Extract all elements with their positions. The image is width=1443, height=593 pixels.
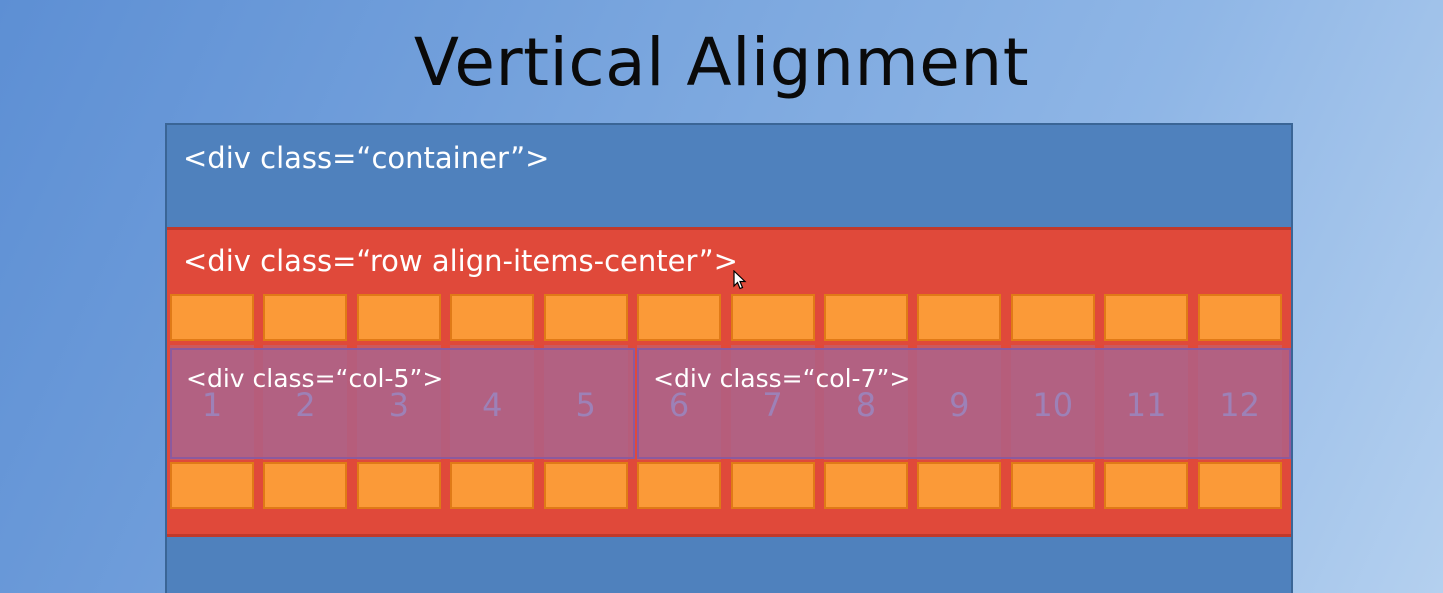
container-box: <div class=“container”> <div class=“row …	[165, 123, 1293, 593]
slide-title: Vertical Alignment	[413, 24, 1030, 101]
grid-cell-bottom	[1104, 462, 1189, 509]
grid-cell-bottom	[1197, 462, 1282, 509]
grid-cell-top	[1010, 294, 1095, 341]
grid-cell-top	[356, 294, 441, 341]
grid-cell-bottom	[263, 462, 348, 509]
row-label: <div class=“row align-items-center”>	[183, 244, 738, 278]
container-label: <div class=“container”>	[183, 141, 550, 175]
grid-cell-top	[1197, 294, 1282, 341]
grid-cell-top	[1104, 294, 1189, 341]
grid-cell-bottom	[450, 462, 535, 509]
col-box-2: <div class=“col-7”>	[637, 348, 1291, 459]
grid-cell-top	[543, 294, 628, 341]
grid-cell-bottom	[1010, 462, 1095, 509]
col-label: <div class=“col-7”>	[653, 364, 911, 393]
grid-cell-top	[450, 294, 535, 341]
grid-cell-bottom	[170, 462, 254, 509]
grid-cell-top	[917, 294, 1002, 341]
row-box: <div class=“row align-items-center”> <di…	[167, 227, 1291, 537]
grid-cell-top	[637, 294, 722, 341]
grid-cell-bottom	[543, 462, 628, 509]
grid-cell-bottom	[917, 462, 1002, 509]
grid-cell-top	[730, 294, 815, 341]
col-label: <div class=“col-5”>	[186, 364, 444, 393]
grid-cell-bottom	[637, 462, 722, 509]
grid-cell-bottom	[823, 462, 908, 509]
grid-cell-bottom	[356, 462, 441, 509]
grid-cell-top	[170, 294, 254, 341]
grid-cell-top	[263, 294, 348, 341]
grid-cell-bottom	[730, 462, 815, 509]
mouse-pointer-icon	[733, 270, 747, 290]
grid-cell-top	[823, 294, 908, 341]
col-box-1: <div class=“col-5”>	[170, 348, 636, 459]
